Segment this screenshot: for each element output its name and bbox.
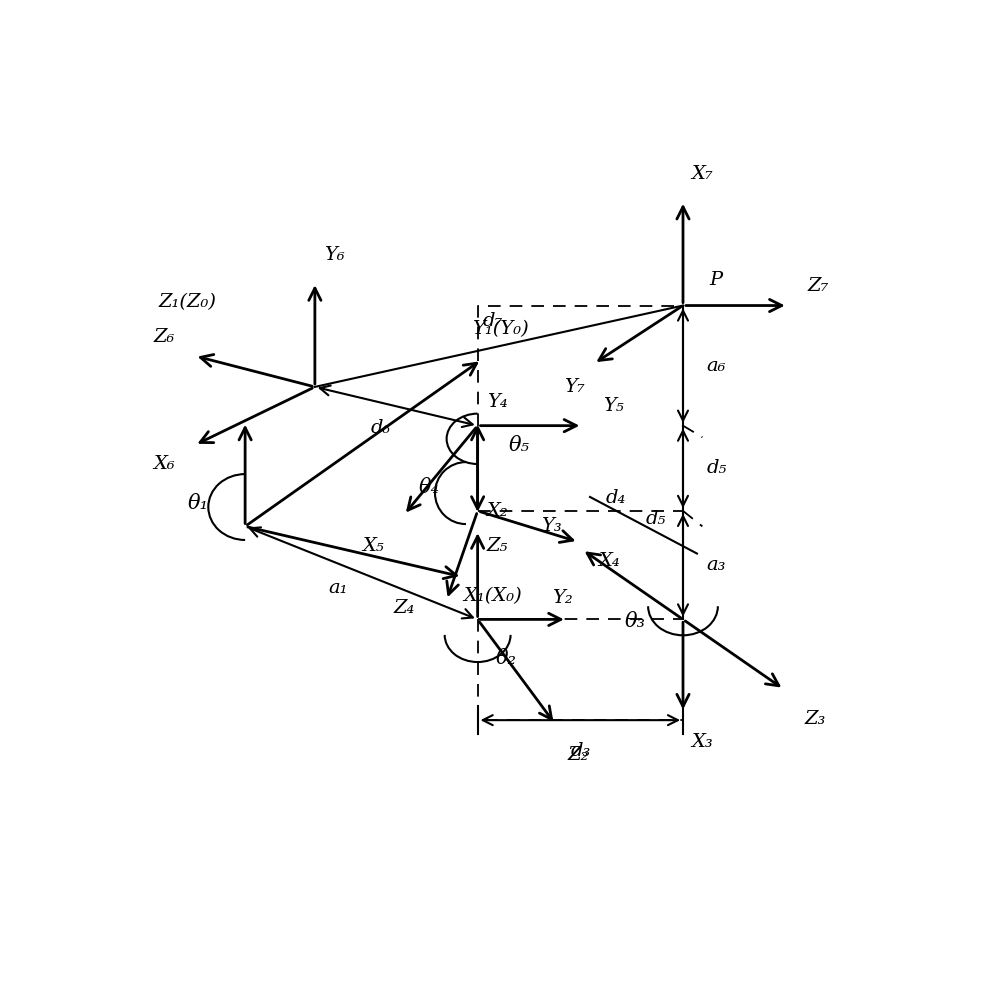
Text: d₆: d₆	[371, 419, 391, 437]
Text: X₃: X₃	[692, 733, 713, 750]
Text: X₅: X₅	[362, 537, 384, 555]
Text: P: P	[709, 271, 722, 289]
Text: Y₅: Y₅	[603, 397, 624, 415]
Text: d₇: d₇	[483, 312, 503, 330]
Text: d₃: d₃	[571, 743, 591, 760]
Text: X₆: X₆	[153, 455, 175, 474]
Text: Y₆: Y₆	[324, 246, 345, 264]
Text: X₂: X₂	[486, 502, 508, 520]
Text: Z₅: Z₅	[486, 537, 508, 555]
Text: X₄: X₄	[598, 552, 620, 570]
Text: a₆: a₆	[707, 357, 726, 375]
Text: Z₄: Z₄	[393, 598, 415, 617]
Text: a₁: a₁	[328, 580, 348, 597]
Text: θ₃: θ₃	[624, 612, 645, 631]
Text: X₁(X₀): X₁(X₀)	[464, 588, 522, 605]
Text: Z₆: Z₆	[153, 328, 174, 345]
Text: Z₃: Z₃	[804, 709, 825, 728]
Text: Y₄: Y₄	[487, 393, 507, 411]
Text: θ₂: θ₂	[496, 648, 517, 668]
Text: d₄: d₄	[605, 489, 626, 507]
Text: a₃: a₃	[707, 556, 726, 574]
Text: θ₄: θ₄	[419, 478, 440, 497]
Text: Y₇: Y₇	[564, 378, 585, 396]
Text: Z₁(Z₀): Z₁(Z₀)	[158, 292, 216, 311]
Text: Y₃: Y₃	[541, 517, 562, 536]
Text: Z₇: Z₇	[808, 278, 829, 295]
Text: Y₁(Y₀): Y₁(Y₀)	[473, 320, 529, 337]
Text: d₅: d₅	[646, 510, 666, 528]
Text: d₅: d₅	[706, 459, 727, 478]
Text: θ₅: θ₅	[508, 436, 529, 454]
Text: Z₂: Z₂	[568, 746, 589, 764]
Text: θ₁: θ₁	[188, 493, 209, 513]
Text: X₇: X₇	[692, 165, 713, 182]
Text: Y₂: Y₂	[552, 590, 573, 607]
